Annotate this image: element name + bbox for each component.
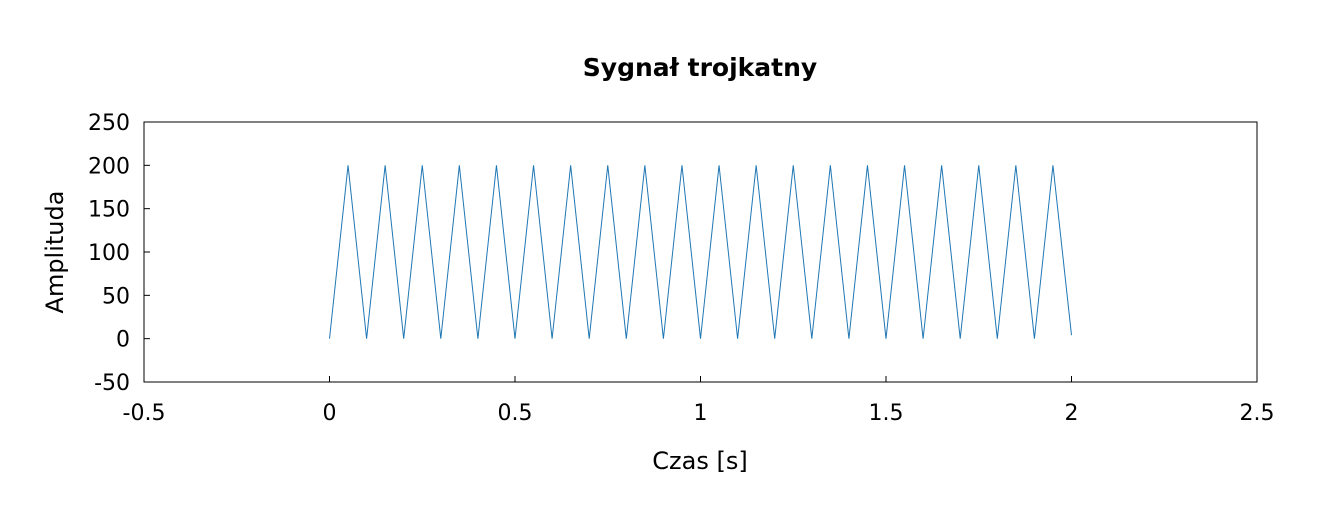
- y-tick-label: 150: [88, 198, 130, 223]
- plot-area: [143, 121, 1258, 383]
- y-axis-ticks: 250 200 150 100 50 0 -50: [88, 111, 150, 396]
- x-tick-label: 0: [323, 401, 337, 426]
- y-tick-label: 100: [88, 241, 130, 266]
- x-tick-label: 1: [694, 401, 708, 426]
- x-tick-label: -0.5: [123, 401, 166, 426]
- x-tick-label: 0.5: [498, 401, 533, 426]
- x-axis-ticks: -0.5 0 0.5 1 1.5 2 2.5: [123, 376, 1275, 426]
- x-tick-label: 1.5: [869, 401, 904, 426]
- x-tick-label: 2: [1065, 401, 1079, 426]
- chart-title: Sygnał trojkatny: [583, 53, 817, 82]
- y-axis-label: Amplituda: [41, 191, 69, 314]
- series-line: [329, 165, 1072, 339]
- y-tick-label: 50: [102, 284, 130, 309]
- y-tick-label: 0: [116, 328, 130, 353]
- y-tick-label: 200: [88, 154, 130, 179]
- x-tick-label: 2.5: [1240, 401, 1275, 426]
- y-tick-label: -50: [94, 371, 130, 396]
- y-tick-label: 250: [88, 111, 130, 136]
- x-axis-label: Czas [s]: [652, 447, 747, 475]
- series-group: [329, 165, 1072, 339]
